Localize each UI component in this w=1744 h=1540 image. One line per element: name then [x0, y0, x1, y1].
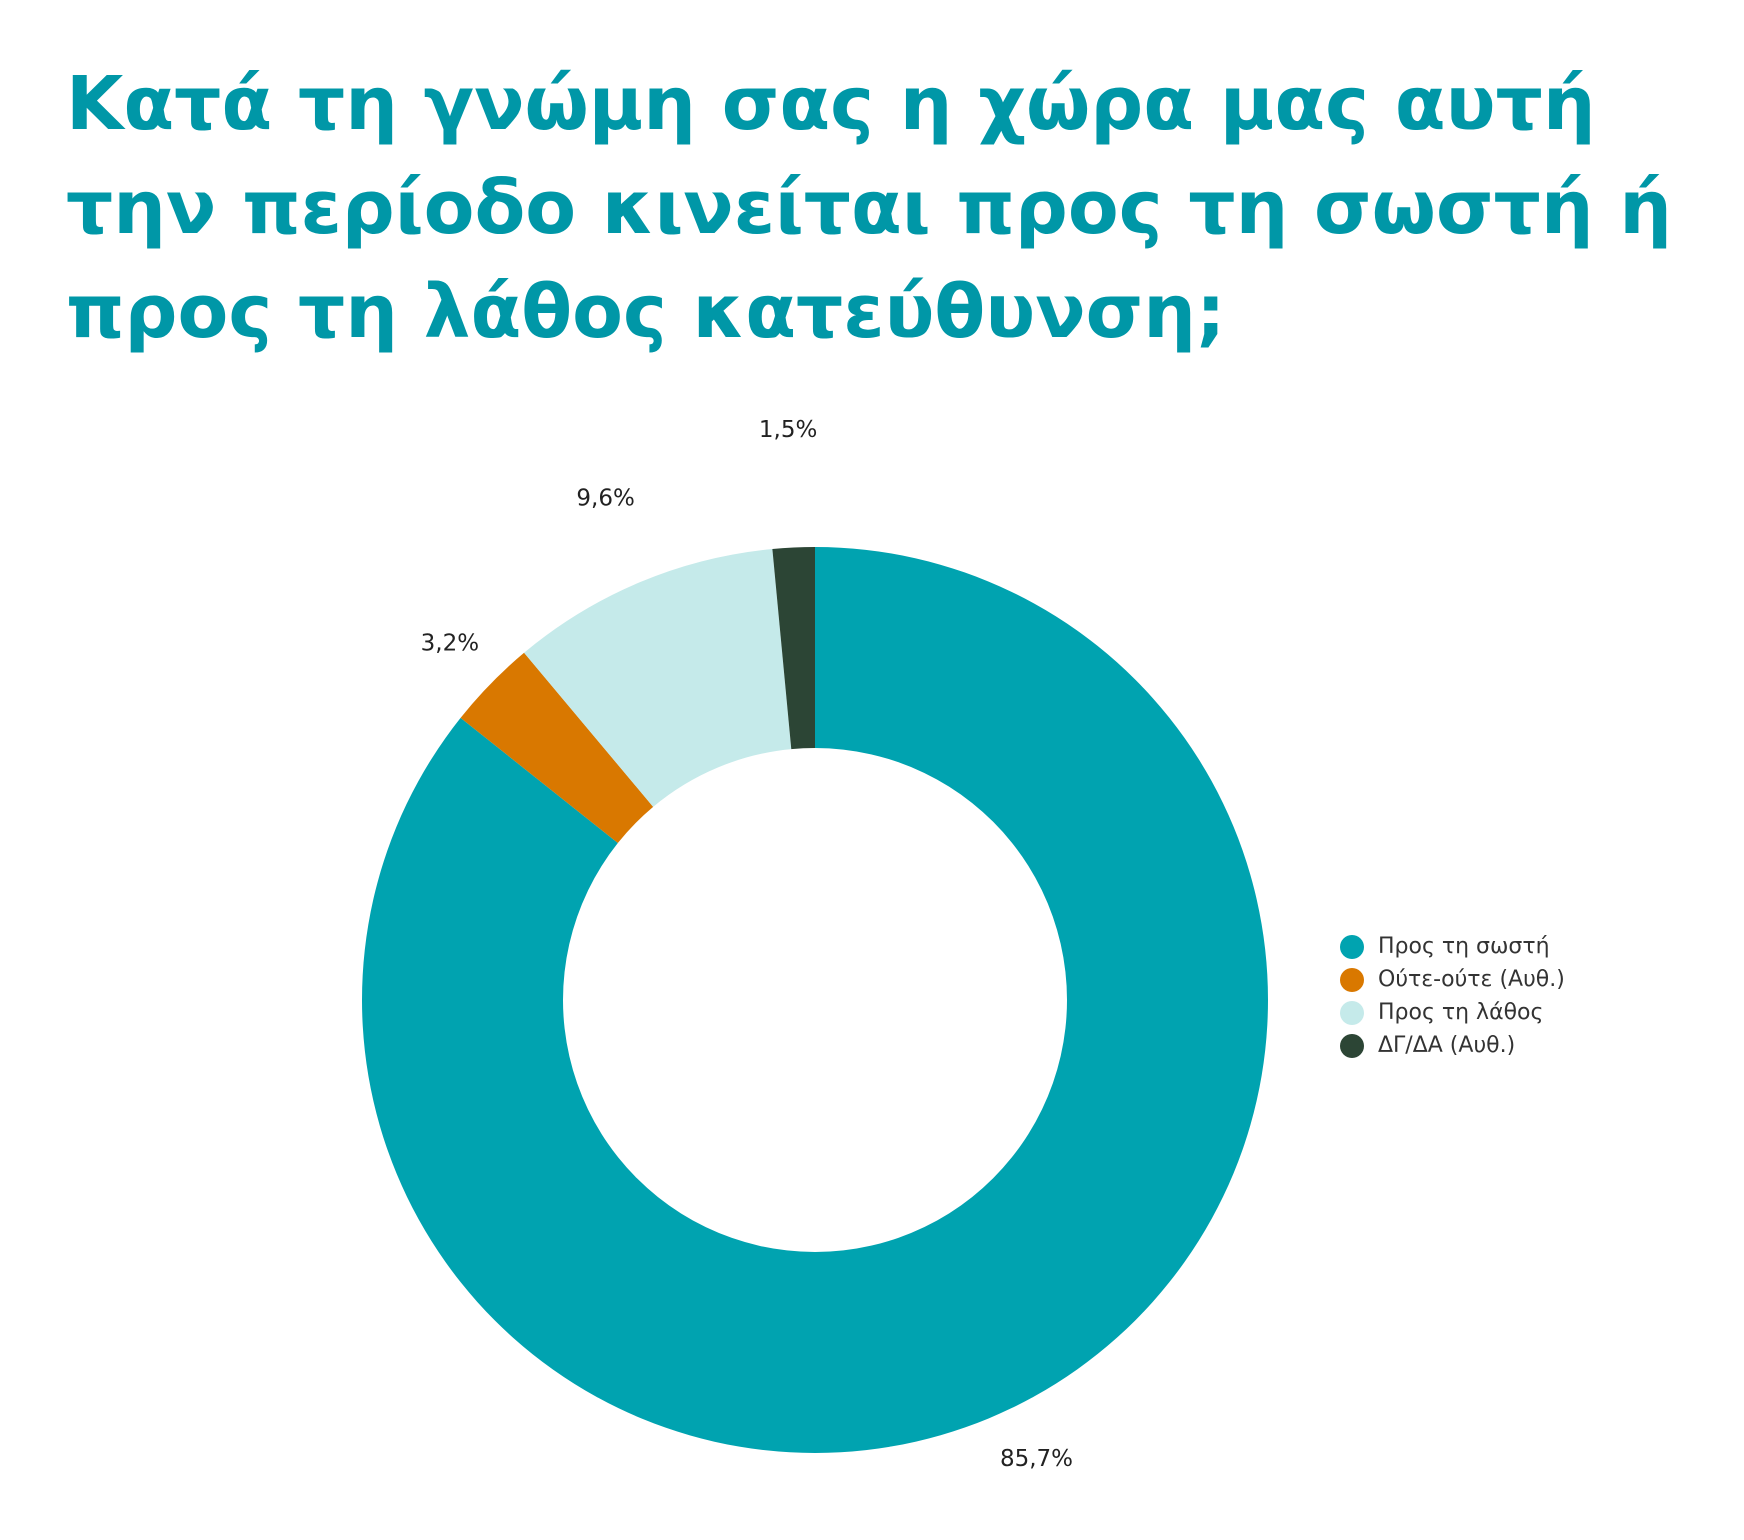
legend-swatch [1340, 1000, 1364, 1025]
legend-item-1: Προς τη σωστή [1340, 930, 1565, 963]
legend-label: Προς τη σωστή [1378, 934, 1550, 959]
data-label-2: 3,2% [421, 630, 479, 656]
legend-label: ΔΓ/ΔΑ (Αυθ.) [1378, 1033, 1516, 1058]
legend: Προς τη σωστή Ούτε-ούτε (Αυθ.) Προς τη λάθ… [1340, 930, 1565, 1062]
data-label-3: 9,6% [576, 485, 634, 511]
legend-label: Ούτε-ούτε (Αυθ.) [1378, 967, 1565, 992]
legend-item-4: ΔΓ/ΔΑ (Αυθ.) [1340, 1029, 1565, 1062]
data-label-4: 1,5% [759, 417, 817, 443]
legend-item-3: Προς τη λάθος [1340, 996, 1565, 1029]
donut-slice-3 [524, 549, 792, 807]
legend-swatch [1340, 967, 1364, 992]
legend-swatch [1340, 934, 1364, 959]
chart-title: Κατά τη γνώμη σας η χώρα μας αυτή την πε… [66, 61, 1672, 355]
donut-slices [362, 547, 1268, 1453]
donut-slice-1 [362, 547, 1268, 1453]
donut-slice-2 [460, 652, 654, 844]
legend-label: Προς τη λάθος [1378, 1000, 1544, 1025]
legend-swatch [1340, 1033, 1364, 1058]
donut-slice-4 [772, 547, 815, 750]
legend-item-2: Ούτε-ούτε (Αυθ.) [1340, 963, 1565, 996]
data-label-1: 85,7% [1000, 1446, 1073, 1472]
data-labels: 85,7% 3,2% 9,6% 1,5% [421, 417, 1073, 1472]
